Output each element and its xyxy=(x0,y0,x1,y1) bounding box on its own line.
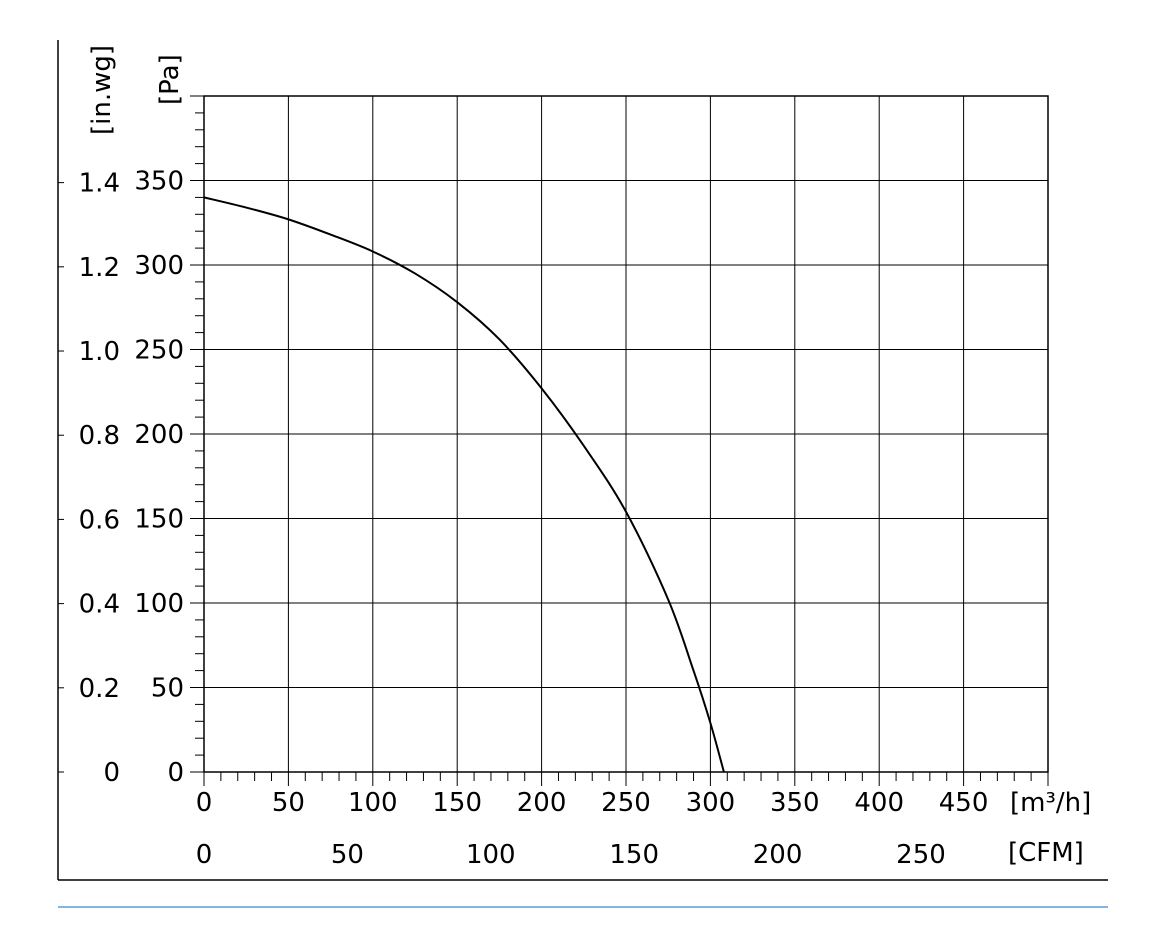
x-tick-label: 350 xyxy=(770,788,820,818)
x2-tick-label: 250 xyxy=(896,840,946,870)
y2-tick-label: 0.6 xyxy=(79,505,120,535)
y-tick-label: 200 xyxy=(134,420,184,450)
x-tick-label: 0 xyxy=(196,788,213,818)
y2-tick-label: 0.8 xyxy=(79,421,120,451)
x-tick-label: 400 xyxy=(854,788,904,818)
x-tick-label: 50 xyxy=(272,788,305,818)
x2-tick-label: 100 xyxy=(466,840,516,870)
grid xyxy=(204,96,1048,772)
x2-tick-label: 50 xyxy=(331,840,364,870)
y-tick-label: 350 xyxy=(134,167,184,197)
x-tick-label: 150 xyxy=(432,788,482,818)
axes xyxy=(57,40,1108,908)
plot-frame xyxy=(203,95,1049,773)
minor-ticks xyxy=(190,95,1049,786)
y2-tick-label: 1.2 xyxy=(79,253,120,283)
x-tick-label: 300 xyxy=(686,788,736,818)
series-layer xyxy=(203,196,725,773)
y-tick-label: 50 xyxy=(151,674,184,704)
y-tick-label: 150 xyxy=(134,505,184,535)
x2-tick-label: 0 xyxy=(196,840,213,870)
y2-tick-label: 0 xyxy=(103,758,120,788)
y2-tick-label: 0.2 xyxy=(79,674,120,704)
x-tick-label: 250 xyxy=(601,788,651,818)
y-tick-label: 100 xyxy=(134,589,184,619)
x-tick-label: 200 xyxy=(517,788,567,818)
series-line xyxy=(203,196,725,773)
y-tick-label: 0 xyxy=(167,758,184,788)
y-tick-label: 300 xyxy=(134,251,184,281)
y2-tick-label: 1.0 xyxy=(79,337,120,367)
x-unit-label-m3h: [m³/h] xyxy=(1010,788,1091,818)
y-unit-label-pa: [Pa] xyxy=(155,54,185,105)
x2-tick-label: 200 xyxy=(753,840,803,870)
x-tick-label: 100 xyxy=(348,788,398,818)
x2-tick-label: 150 xyxy=(609,840,659,870)
y-tick-label: 250 xyxy=(134,336,184,366)
y2-unit-label-inwg: [in.wg] xyxy=(87,45,117,135)
x-tick-label: 450 xyxy=(939,788,989,818)
y2-tick-label: 0.4 xyxy=(79,590,120,620)
x2-unit-label-cfm: [CFM] xyxy=(1008,838,1084,868)
y2-tick-label: 1.4 xyxy=(79,169,120,199)
tick-labels: 0 50 100 150 200 250 300 350 400 450 0 50 100 150 200 2… xyxy=(79,167,989,871)
